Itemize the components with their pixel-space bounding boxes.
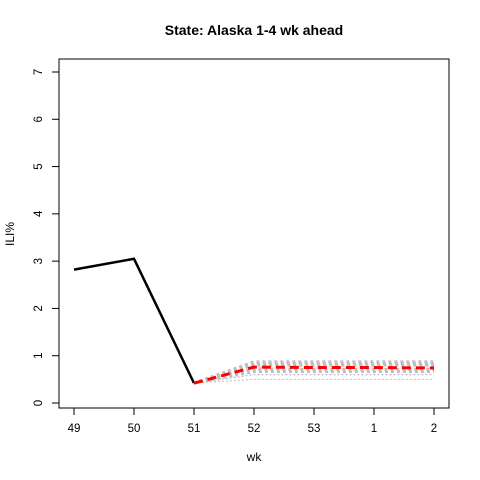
forecast-band-line — [193, 367, 434, 385]
x-tick-label: 52 — [248, 423, 261, 435]
y-tick-label: 7 — [33, 69, 45, 75]
forecast-band-line — [193, 370, 434, 385]
x-tick-label: 50 — [128, 423, 141, 435]
y-tick-label: 6 — [33, 116, 45, 122]
y-axis-label: ILI% — [3, 222, 17, 246]
forecast-band-line — [193, 374, 434, 384]
y-tick-label: 0 — [33, 400, 45, 406]
y-axis: 0 1 2 3 4 5 6 7 — [33, 69, 60, 406]
forecast-median-line — [193, 365, 435, 385]
y-tick-label: 2 — [33, 305, 45, 311]
forecast-band-line — [193, 378, 434, 384]
chart-title: State: Alaska 1-4 wk ahead — [165, 22, 343, 38]
plot-frame — [58, 58, 450, 409]
y-tick-label: 1 — [33, 353, 45, 359]
y-tick-label: 4 — [33, 210, 45, 217]
observed-series-group — [73, 257, 196, 384]
forecast-band-line — [193, 363, 434, 385]
y-tick-label: 3 — [33, 258, 45, 264]
forecast-band-group — [193, 360, 434, 385]
x-axis-label: wk — [246, 450, 263, 464]
x-tick-label: 1 — [371, 423, 377, 435]
x-tick-label: 2 — [431, 423, 437, 435]
x-tick-label: 51 — [188, 423, 201, 435]
x-tick-label: 49 — [68, 423, 81, 435]
observed-line — [73, 257, 196, 384]
y-tick-label: 5 — [33, 163, 45, 169]
x-tick-label: 53 — [308, 423, 321, 435]
forecast-median-group — [193, 365, 435, 385]
x-axis: 49 50 51 52 53 1 2 — [68, 407, 437, 435]
